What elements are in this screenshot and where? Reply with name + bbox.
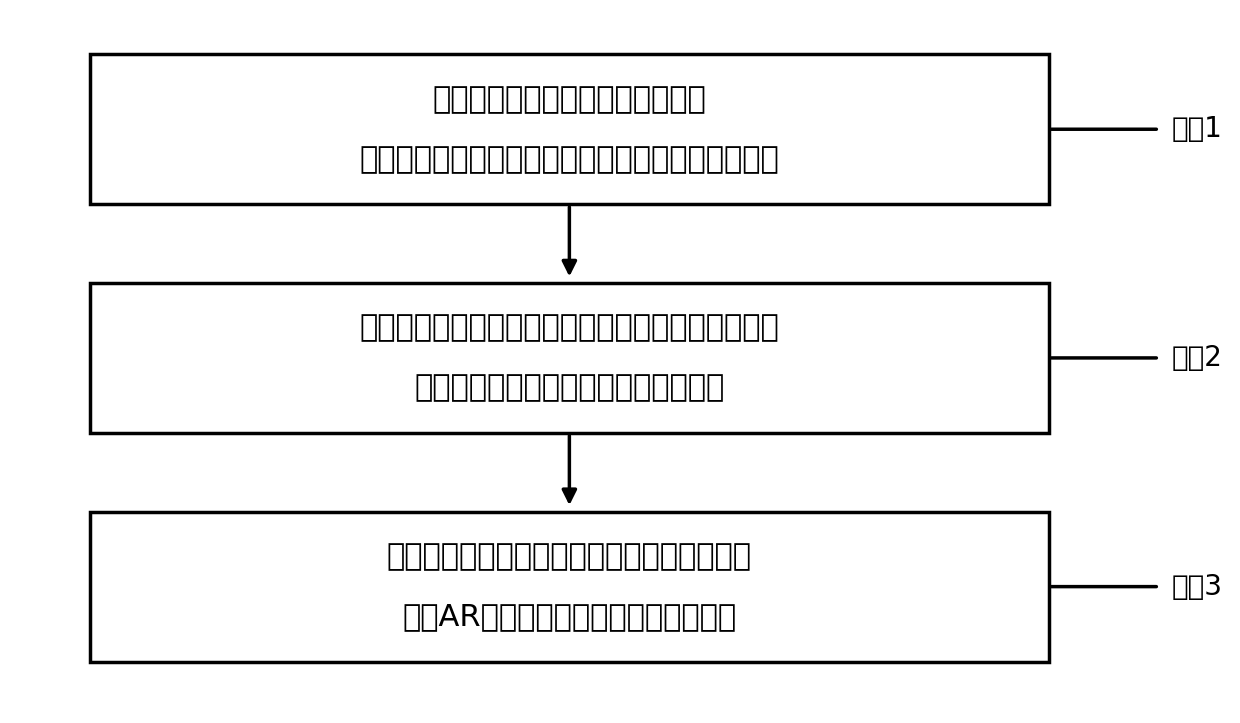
Text: 步骤2: 步骤2 bbox=[1172, 344, 1223, 372]
Text: 对初始户型图片进行透视校正处理生成目标户型图片: 对初始户型图片进行透视校正处理生成目标户型图片 bbox=[360, 145, 779, 174]
Bar bbox=[91, 283, 1049, 433]
Text: 步骤3: 步骤3 bbox=[1172, 573, 1223, 601]
Text: 接收第一用户指令，并根据第一用户指令调用: 接收第一用户指令，并根据第一用户指令调用 bbox=[387, 542, 751, 571]
Text: 预设AR渲染引擎显示所述原始三维模型: 预设AR渲染引擎显示所述原始三维模型 bbox=[402, 602, 737, 631]
Bar bbox=[91, 512, 1049, 662]
Text: 提取目标户型图片中户型图的墙体数据和门窗数据，: 提取目标户型图片中户型图的墙体数据和门窗数据， bbox=[360, 313, 779, 343]
Text: 并实时构建户型图对应的原始三维模型: 并实时构建户型图对应的原始三维模型 bbox=[414, 374, 724, 403]
Bar bbox=[91, 54, 1049, 205]
Text: 获取包含户型图的初始户型图片，: 获取包含户型图的初始户型图片， bbox=[433, 85, 707, 114]
Text: 步骤1: 步骤1 bbox=[1172, 115, 1223, 143]
